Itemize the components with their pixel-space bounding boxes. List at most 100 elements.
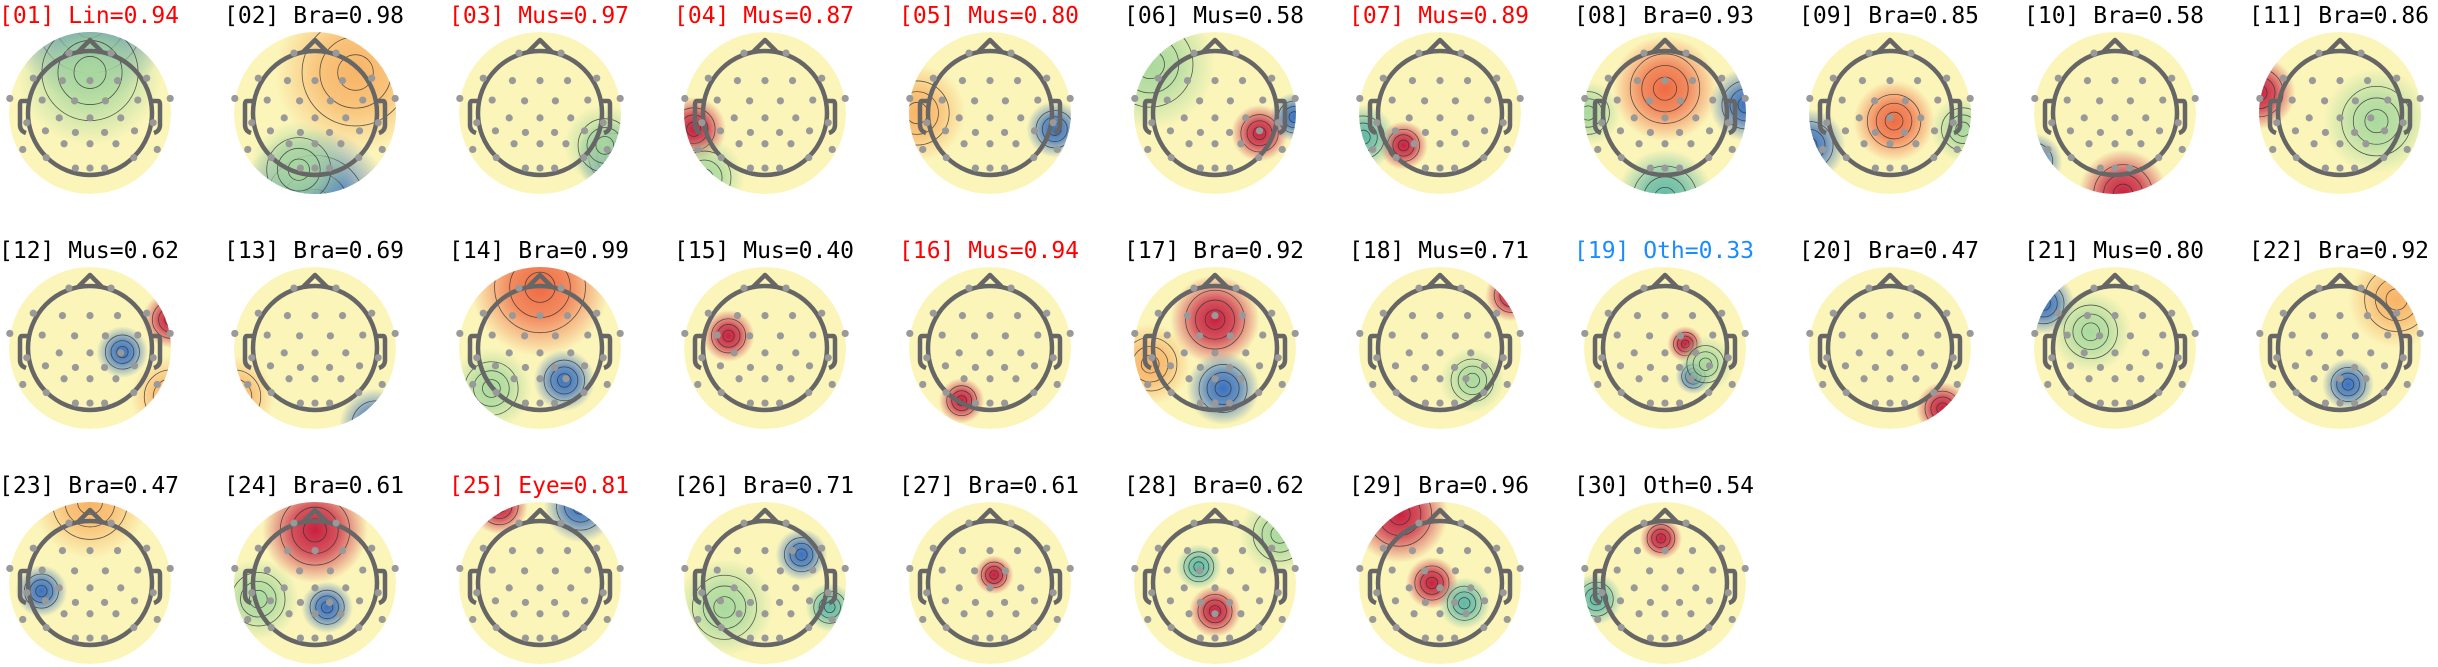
electrode-dot [2321, 128, 2330, 137]
electrode-dot [1913, 312, 1922, 320]
electrode-dot [1392, 623, 1400, 632]
electrode-dot [1410, 610, 1418, 618]
electrode-dot [1675, 634, 1684, 642]
electrode-dot [603, 380, 611, 389]
electrode-dot [2321, 332, 2329, 340]
electrode-dot [1436, 349, 1444, 357]
electrode-dot [1436, 114, 1444, 122]
contour-line [492, 502, 507, 513]
electrode-dot [2096, 128, 2105, 137]
topomap-activation-blob [684, 558, 774, 656]
component-title: [13] Bra=0.69 [224, 238, 405, 264]
head-outline-icon [1367, 507, 1513, 648]
electrode-dot [337, 375, 345, 383]
electrode-dot [2393, 74, 2401, 82]
electrode-dot [986, 77, 994, 85]
electrode-dot [153, 615, 161, 624]
electrode-dot [941, 362, 950, 370]
electrode-dot [86, 634, 94, 642]
electrode-dot [1388, 566, 1396, 574]
topomap-activation-blob [1584, 80, 1621, 146]
electrode-dot [2155, 362, 2164, 370]
topomap-activation-blob [130, 356, 171, 429]
electrode-dot [71, 363, 80, 372]
electrode-dot [616, 329, 624, 338]
electrode-dot [562, 140, 570, 148]
electrode-dot [1581, 94, 1589, 103]
electrode-dot [971, 567, 979, 575]
electrode-dot [263, 566, 271, 574]
electrode-dot [2137, 375, 2145, 383]
electrode-dot [355, 153, 363, 162]
contour-line [1194, 299, 1236, 340]
electrode-dot [1391, 362, 1400, 370]
electrode-dot [130, 388, 138, 397]
component-title: [04] Mus=0.87 [674, 3, 855, 29]
electrode-dot [923, 354, 931, 362]
electrode-dot [296, 634, 305, 642]
electrode-dot [1190, 284, 1198, 292]
electrode-dot [550, 128, 559, 137]
electrode-dot [906, 329, 914, 338]
electrode-dot [1255, 623, 1263, 632]
electrode-dot [787, 375, 795, 383]
electrode-dot [505, 114, 513, 122]
electrode-dot [761, 399, 769, 407]
contour-line [694, 168, 714, 188]
electrode-dot [2399, 119, 2407, 127]
electrode-dot [958, 77, 967, 85]
topomap-component [1581, 502, 1749, 664]
electrode-dot [254, 309, 262, 317]
topomap-activation-blob [1359, 104, 1396, 170]
electrode-dot [2336, 349, 2344, 357]
electrode-dot [1259, 96, 1267, 104]
electrode-dot [563, 77, 572, 85]
electrode-dot [1196, 164, 1205, 172]
electrode-dot [938, 331, 946, 339]
electrode-dot [1421, 567, 1429, 575]
electrode-dot [1675, 164, 1684, 172]
electrode-dot [1917, 114, 1925, 122]
electrode-dot [986, 634, 994, 642]
head-outline-icon [1142, 272, 1288, 413]
electrode-dot [41, 127, 50, 135]
electrode-dot [2350, 128, 2359, 137]
electrode-dot [280, 349, 288, 357]
electrode-dot [1463, 312, 1472, 320]
electrode-dot [1012, 140, 1020, 148]
electrode-dot [1682, 519, 1690, 527]
electrode-dot [355, 127, 364, 135]
electrode-dot [2111, 164, 2119, 172]
topomap-activation-blob [234, 558, 299, 640]
electrode-dot [491, 362, 500, 370]
head-outline-icon [1817, 37, 1963, 178]
electrode-dot [730, 114, 738, 122]
head-outline-icon [1592, 507, 1738, 648]
topomap-activation-blob [1440, 348, 1505, 413]
electrode-dot [1196, 598, 1205, 607]
contour-line [1458, 597, 1471, 610]
electrode-dot [521, 598, 530, 607]
electrode-dot [1943, 309, 1951, 317]
contour-line [1499, 283, 1521, 308]
topomap-activation-blob [1134, 323, 1191, 405]
topomap-background [909, 32, 1071, 194]
electrode-dot [166, 94, 174, 103]
electrode-dot [311, 312, 319, 320]
electrode-dot [1012, 375, 1020, 383]
contour-line [152, 378, 171, 415]
electrode-dot [580, 597, 589, 605]
electrode-dot [717, 153, 725, 162]
electrode-dot [149, 589, 157, 597]
electrode-dot [788, 312, 797, 320]
electrode-dot [1148, 589, 1156, 597]
component-title: [21] Mus=0.80 [2024, 238, 2205, 264]
electrode-dot [1823, 119, 1831, 127]
electrode-dot [958, 547, 967, 555]
electrode-dot [19, 145, 27, 154]
head-outline-icon [692, 272, 838, 413]
contour-line [297, 188, 333, 194]
electrode-dot [2308, 77, 2317, 85]
electrode-dot [536, 399, 544, 407]
electrode-dot [713, 331, 721, 339]
